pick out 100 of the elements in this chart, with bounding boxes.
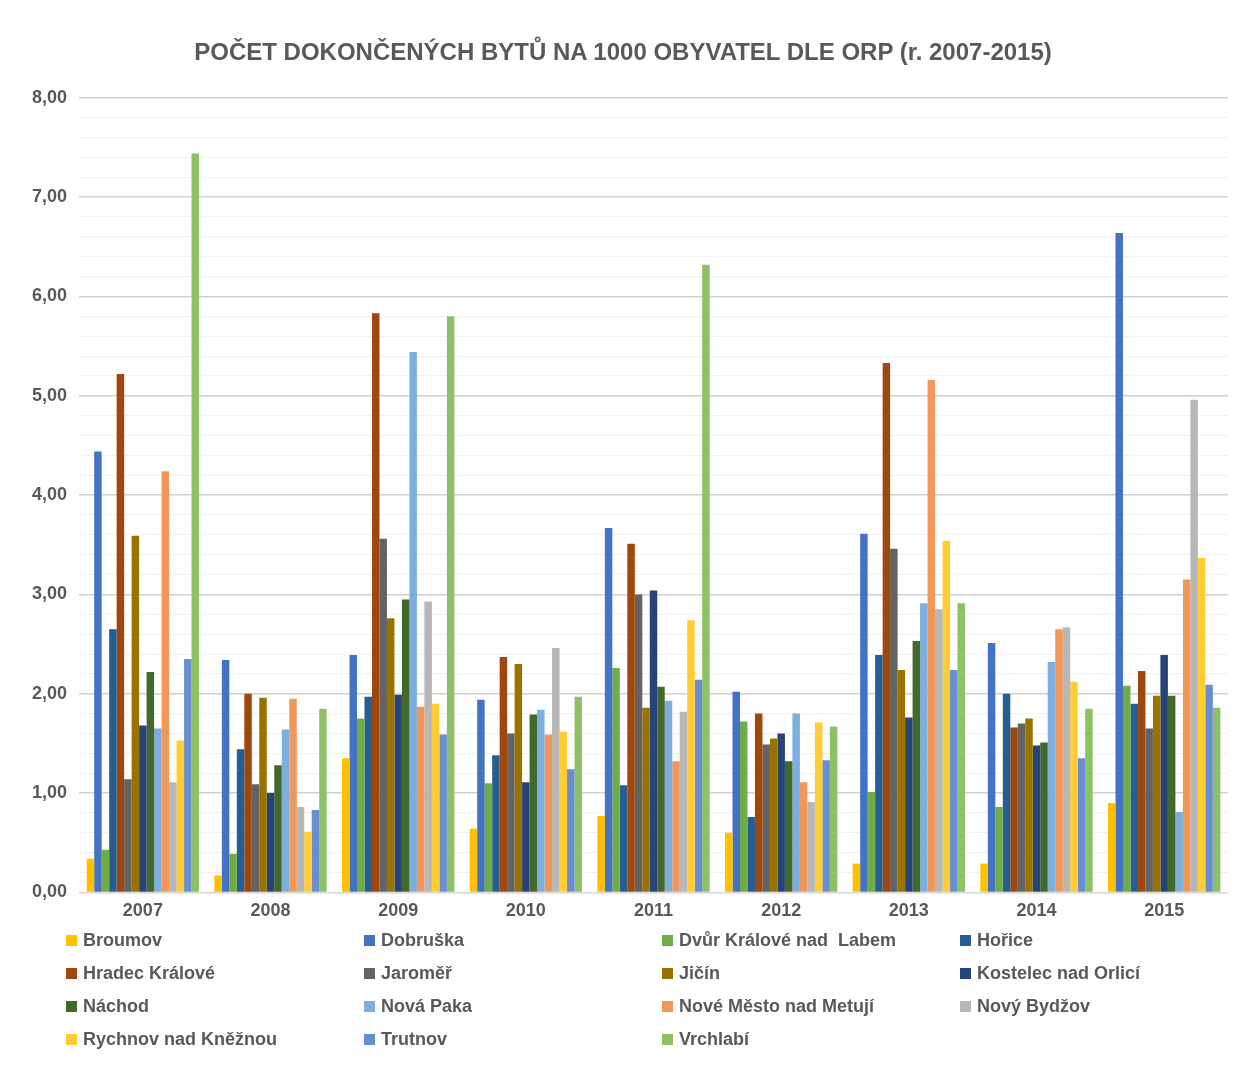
bar xyxy=(537,709,545,892)
bar xyxy=(484,783,493,892)
bar xyxy=(439,734,447,892)
bar xyxy=(1017,723,1026,892)
legend-label: Trutnov xyxy=(381,1029,447,1050)
bar xyxy=(559,731,568,892)
bar xyxy=(1115,232,1123,892)
legend-label: Hořice xyxy=(977,930,1034,951)
legend-label: Dobruška xyxy=(381,930,465,951)
bar xyxy=(672,761,680,892)
bar xyxy=(860,533,868,892)
bar xyxy=(1070,681,1078,892)
bar xyxy=(799,782,808,892)
bar xyxy=(274,765,282,892)
bar xyxy=(574,696,583,892)
bar xyxy=(409,352,417,892)
bar xyxy=(642,707,650,892)
x-tick-label: 2010 xyxy=(505,900,546,921)
bar xyxy=(920,603,928,892)
bar xyxy=(1205,684,1213,892)
bar xyxy=(987,643,996,892)
bar xyxy=(739,721,748,892)
y-tick-label: 4,00 xyxy=(31,484,68,505)
y-tick-label: 3,00 xyxy=(31,583,68,604)
bar xyxy=(289,698,297,892)
y-tick-label: 5,00 xyxy=(31,384,68,405)
bar xyxy=(1190,399,1198,892)
bar xyxy=(777,733,785,892)
x-tick-label: 2013 xyxy=(888,900,929,921)
bar xyxy=(814,722,823,892)
bar xyxy=(251,784,260,892)
bar xyxy=(950,669,958,892)
bar xyxy=(1010,727,1018,892)
bar xyxy=(124,779,132,892)
bar xyxy=(139,725,147,892)
bar xyxy=(386,618,395,892)
y-tick-label: 2,00 xyxy=(31,682,68,703)
bar xyxy=(552,648,560,892)
bar xyxy=(1130,703,1138,892)
bar xyxy=(1047,661,1056,892)
bar xyxy=(379,538,387,892)
bar xyxy=(281,729,290,892)
bar xyxy=(154,728,162,892)
y-tick-label: 6,00 xyxy=(31,285,68,306)
bar xyxy=(184,658,192,892)
bar xyxy=(664,700,673,892)
bar xyxy=(492,755,500,892)
bar xyxy=(1167,695,1176,892)
legend-label: Nové Město nad Metují xyxy=(679,996,875,1017)
bar xyxy=(1077,758,1086,892)
bar xyxy=(1182,579,1191,892)
bar xyxy=(522,782,530,892)
legend-label: Hradec Králové xyxy=(83,963,216,984)
bar xyxy=(687,620,695,892)
bar xyxy=(176,740,185,892)
bar xyxy=(867,792,876,892)
legend-label: Nový Bydžov xyxy=(977,996,1091,1017)
x-tick-label: 2008 xyxy=(250,900,291,921)
bar xyxy=(94,451,102,892)
bar xyxy=(499,657,508,892)
bar xyxy=(1160,655,1168,892)
bar xyxy=(424,601,432,892)
bar xyxy=(364,696,372,892)
bar xyxy=(431,703,440,892)
bar xyxy=(529,714,538,892)
bar xyxy=(912,641,921,892)
bar xyxy=(694,679,703,892)
bar xyxy=(1040,742,1048,892)
bar xyxy=(1152,695,1161,892)
bar xyxy=(236,749,245,892)
bar xyxy=(935,609,943,892)
bar xyxy=(357,718,365,892)
bar xyxy=(221,659,230,892)
chart-title: POČET DOKONČENÝCH BYTŮ NA 1000 OBYVATEL DLE ORP (r. 2007-2015) xyxy=(193,38,1053,66)
bar xyxy=(266,793,275,892)
bar xyxy=(890,548,898,892)
x-tick-label: 2014 xyxy=(1016,900,1057,921)
legend-label: Rychnov nad Kněžnou xyxy=(83,1029,278,1050)
bar xyxy=(319,708,327,892)
bar xyxy=(747,816,755,892)
bar xyxy=(754,713,763,892)
bar xyxy=(477,699,485,892)
legend-label: Náchod xyxy=(83,996,150,1017)
bar xyxy=(244,693,252,892)
bar xyxy=(875,655,883,892)
y-tick-label: 0,00 xyxy=(31,881,68,902)
bar xyxy=(829,726,838,892)
bar xyxy=(784,761,793,892)
bar xyxy=(1108,803,1116,892)
bar xyxy=(905,717,913,892)
bar xyxy=(942,540,951,892)
legend-label: Jičín xyxy=(679,963,721,984)
bar xyxy=(86,858,95,892)
bar xyxy=(169,782,177,892)
legend-label: Dvůr Králové nad Labem xyxy=(679,930,897,951)
bar xyxy=(1025,718,1033,892)
bar xyxy=(116,373,125,892)
bar xyxy=(822,760,830,892)
bar xyxy=(507,733,515,892)
x-tick-label: 2012 xyxy=(761,900,802,921)
